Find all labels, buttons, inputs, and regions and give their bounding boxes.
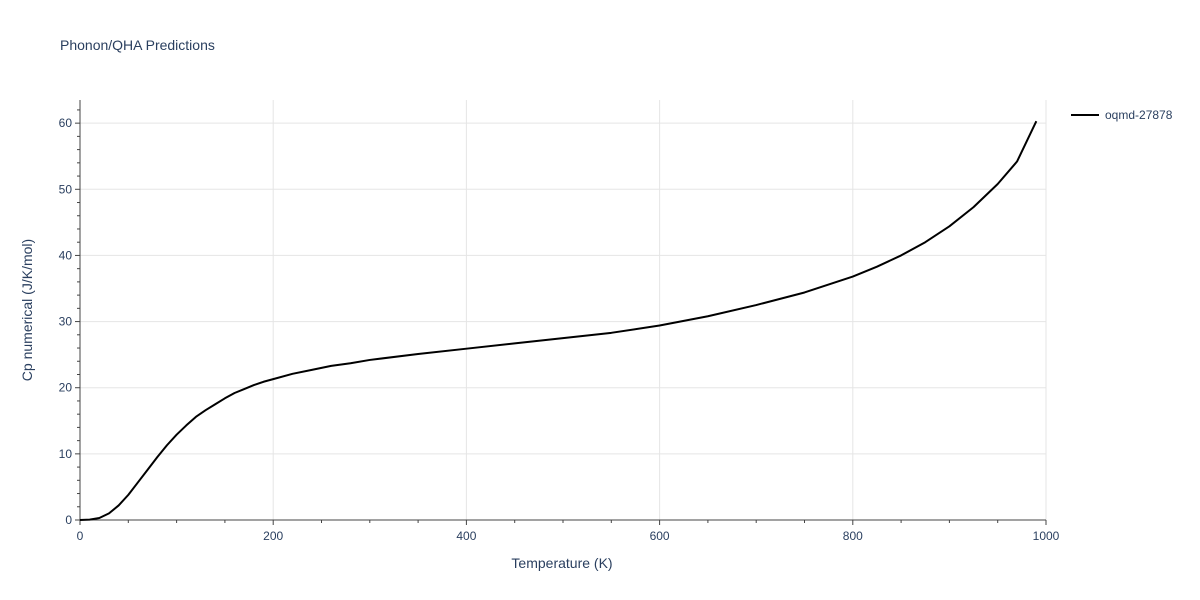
legend-label: oqmd-27878 xyxy=(1105,108,1173,122)
series-layer xyxy=(79,120,1038,521)
x-tick-label: 600 xyxy=(650,529,670,543)
grid-layer xyxy=(80,100,1047,520)
x-tick-label: 800 xyxy=(843,529,863,543)
x-tick-label: 200 xyxy=(263,529,283,543)
y-tick-label: 20 xyxy=(59,381,73,395)
x-tick-label: 1000 xyxy=(1033,529,1060,543)
series-line-oqmd-27878 xyxy=(79,120,1038,521)
y-tick-label: 30 xyxy=(59,315,73,329)
chart-title: Phonon/QHA Predictions xyxy=(60,37,215,53)
y-tick-label: 50 xyxy=(59,182,73,196)
legend-item[interactable]: oqmd-27878 xyxy=(1071,108,1173,122)
y-axis-title: Cp numerical (J/K/mol) xyxy=(19,239,35,381)
x-axis-title: Temperature (K) xyxy=(511,555,612,571)
legend[interactable]: oqmd-27878 xyxy=(1071,108,1173,122)
y-tick-label: 40 xyxy=(59,248,73,262)
x-tick-label: 0 xyxy=(77,529,84,543)
y-tick-label: 10 xyxy=(59,447,73,461)
x-tick-label: 400 xyxy=(456,529,476,543)
y-tick-label: 0 xyxy=(65,513,72,527)
y-tick-label: 60 xyxy=(59,116,73,130)
axes-layer: 0 200 400 600 800 1000 0 10 20 30 40 50 60 xyxy=(59,100,1060,543)
